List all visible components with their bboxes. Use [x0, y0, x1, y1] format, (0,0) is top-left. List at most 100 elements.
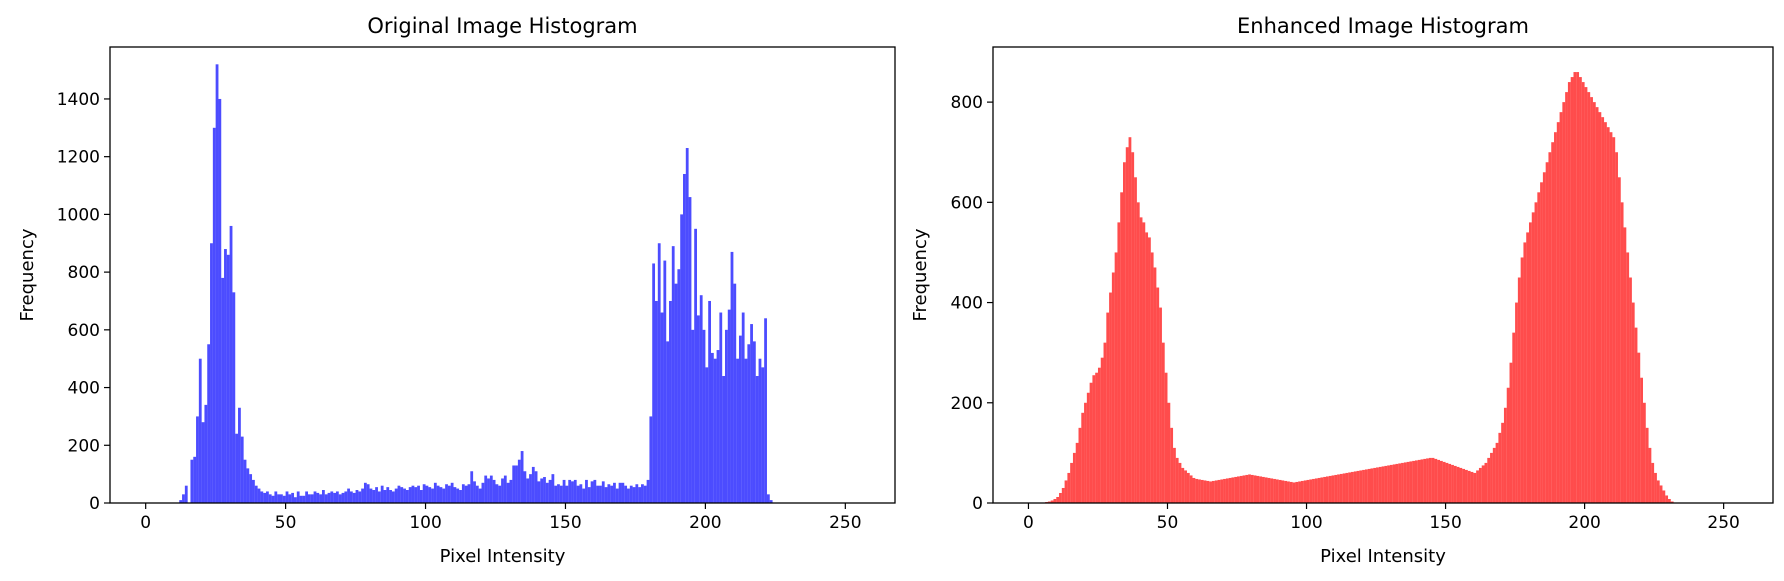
histogram-bar	[685, 148, 689, 503]
x-axis-label: Pixel Intensity	[440, 546, 566, 567]
histogram-bar	[288, 494, 292, 503]
histogram-bar	[1167, 402, 1171, 503]
histogram-bar	[1517, 277, 1521, 503]
histogram-bar	[1075, 442, 1079, 503]
histogram-bar	[1095, 372, 1098, 503]
histogram-bar	[722, 376, 725, 503]
histogram-bar	[694, 228, 697, 503]
histogram-bar	[710, 352, 714, 503]
histogram-bar	[1328, 475, 1332, 503]
histogram-bar	[363, 482, 367, 503]
histogram-bar	[417, 485, 420, 503]
x-axis-label: Pixel Intensity	[1320, 546, 1446, 567]
histogram-bar	[464, 485, 468, 503]
histogram-bar	[551, 474, 555, 503]
x-tick-label: 150	[1429, 513, 1461, 533]
histogram-bar	[624, 485, 628, 503]
histogram-bar	[1592, 102, 1596, 504]
histogram-bar	[1120, 192, 1123, 503]
histogram-bar	[515, 465, 518, 503]
y-axis-label: Frequency	[17, 228, 38, 321]
histogram-bar	[1503, 407, 1507, 503]
histogram-bar	[523, 471, 527, 503]
histogram-bar	[1515, 302, 1518, 503]
histogram-bar	[1220, 479, 1224, 503]
histogram-bar	[1195, 478, 1199, 503]
histogram-bar	[1178, 462, 1182, 503]
y-tick-label: 400	[951, 294, 983, 314]
histogram-bar	[389, 490, 392, 503]
histogram-bar	[1373, 467, 1377, 503]
y-tick-label: 200	[951, 394, 983, 414]
histogram-bar	[697, 315, 700, 503]
histogram-bar	[1367, 468, 1371, 503]
histogram-bar	[475, 485, 479, 503]
histogram-bar	[1097, 367, 1101, 503]
histogram-bar	[1640, 377, 1643, 503]
histogram-bar	[1528, 222, 1532, 503]
histogram-bar	[1150, 252, 1154, 503]
histogram-bar	[1381, 466, 1385, 503]
histogram-bars	[1042, 72, 1677, 504]
histogram-bar	[540, 478, 544, 503]
histogram-bar	[1540, 182, 1543, 504]
histogram-bar	[621, 482, 625, 503]
histogram-bar	[442, 488, 446, 503]
x-tick-label: 100	[1290, 513, 1322, 533]
histogram-bar	[1668, 498, 1671, 503]
histogram-bar	[1231, 477, 1235, 503]
histogram-bar	[1072, 452, 1076, 503]
y-tick-label: 800	[951, 93, 983, 113]
histogram-bar	[1270, 478, 1274, 503]
histogram-bar	[1242, 475, 1246, 503]
histogram-bar	[1392, 464, 1396, 503]
histogram-bar	[210, 243, 213, 503]
histogram-bar	[607, 484, 611, 503]
histogram-bar	[1378, 466, 1382, 503]
histogram-bar	[1403, 462, 1407, 503]
histogram-bar	[512, 465, 516, 503]
histogram-bar	[386, 487, 390, 503]
histogram-bar	[254, 485, 258, 503]
x-tick-label: 250	[829, 513, 861, 533]
histogram-bar	[305, 491, 308, 503]
histogram-bar	[1623, 227, 1627, 503]
chart-title: Enhanced Image Histogram	[1237, 14, 1529, 38]
histogram-bar	[1615, 152, 1618, 504]
histogram-bar	[1256, 475, 1260, 503]
histogram-bar	[1423, 458, 1427, 503]
histogram-bar	[683, 173, 686, 504]
histogram-bar	[235, 433, 239, 503]
histogram-bar	[1056, 496, 1060, 503]
histogram-bar	[425, 485, 429, 503]
histogram-bar	[394, 488, 398, 503]
histogram-bar	[1200, 479, 1204, 503]
histogram-bar	[1314, 478, 1318, 503]
histogram-bar	[341, 492, 345, 503]
histogram-bar	[1223, 478, 1226, 503]
histogram-bar	[1064, 480, 1068, 503]
histogram-bar	[1123, 162, 1126, 503]
histogram-bar	[1128, 137, 1132, 503]
histogram-bar	[1376, 467, 1379, 503]
histogram-bar	[1562, 102, 1566, 504]
histogram-bar	[1581, 82, 1585, 503]
histogram-bar	[1431, 457, 1435, 503]
histogram-bar	[1323, 476, 1326, 503]
histogram-bar	[1579, 77, 1582, 503]
histogram-bar	[1103, 342, 1107, 503]
histogram-bar	[657, 243, 661, 503]
histogram-bar	[1253, 475, 1257, 503]
histogram-bar	[1526, 232, 1529, 503]
histogram-bar	[1648, 447, 1652, 503]
histogram-bar	[1312, 478, 1315, 503]
histogram-bar	[1434, 458, 1438, 503]
histogram-bar	[1364, 469, 1368, 503]
histogram-bar	[366, 484, 370, 503]
histogram-bar	[741, 312, 745, 503]
histogram-bar	[436, 485, 440, 503]
histogram-bar	[1387, 465, 1390, 503]
x-axis-ticks: 0 50 100 150 200 250	[140, 503, 862, 533]
histogram-bar	[1520, 257, 1524, 503]
histogram-bar	[1134, 177, 1137, 504]
